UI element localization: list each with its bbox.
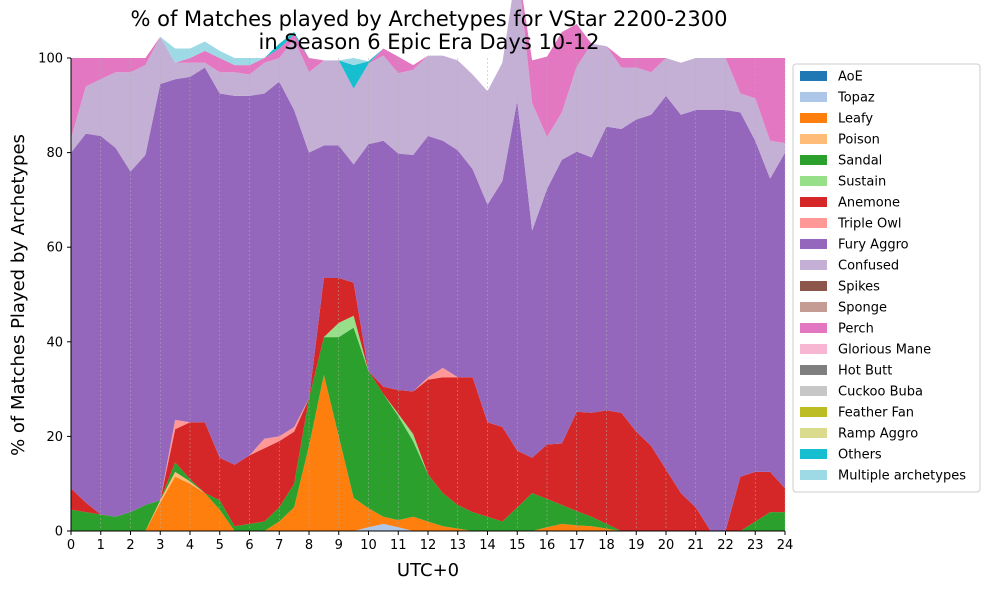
x-tick-label: 19 [628,538,645,553]
legend-label-others: Others [838,448,882,463]
legend-swatch-anemone [800,197,827,207]
x-tick-label: 7 [275,538,283,553]
y-axis-label: % of Matches Played by Archetypes [8,134,29,456]
x-tick-label: 10 [360,538,377,553]
x-tick-label: 9 [335,538,343,553]
legend-swatch-sandal [800,155,827,165]
chart-legend: AoE Topaz Leafy Poison Sandal Sustain Anemone T… [792,63,981,493]
legend-label-anemone: Anemone [838,196,900,211]
legend-label-aoe: AoE [838,70,863,85]
x-tick-label: 22 [717,538,734,553]
x-tick-label: 2 [126,538,134,553]
legend-swatch-topaz [800,92,827,102]
legend-label-poison: Poison [838,133,880,148]
x-tick-label: 4 [186,538,194,553]
x-tick-label: 1 [97,538,105,553]
x-tick-label: 23 [747,538,764,553]
legend-box [792,63,981,493]
legend-label-topaz: Topaz [837,91,875,106]
x-tick-label: 17 [568,538,585,553]
x-tick-label: 5 [216,538,224,553]
legend-label-cuckoo-buba: Cuckoo Buba [838,385,923,400]
y-tick-label: 60 [46,241,63,256]
x-tick-label: 11 [390,538,407,553]
x-tick-label: 16 [539,538,556,553]
legend-label-perch: Perch [838,322,874,337]
legend-label-sponge: Sponge [838,301,887,316]
y-tick-label: 20 [46,430,63,445]
legend-label-feather-fan: Feather Fan [838,406,914,421]
legend-label-sustain: Sustain [838,175,886,190]
y-tick-label: 80 [46,146,63,161]
y-tick-label: 0 [55,525,63,540]
x-tick-label: 24 [777,538,794,553]
legend-label-ramp-aggro: Ramp Aggro [838,427,918,442]
x-tick-label: 18 [598,538,615,553]
legend-swatch-leafy [800,113,827,123]
legend-swatch-triple-owl [800,218,827,228]
legend-swatch-multiple-archetypes [800,470,827,480]
legend-swatch-hot-butt [800,365,827,375]
legend-swatch-glorious-mane [800,344,827,354]
legend-swatch-spikes [800,281,827,291]
x-tick-label: 0 [67,538,75,553]
x-tick-label: 13 [449,538,466,553]
x-tick-label: 21 [687,538,704,553]
legend-swatch-sustain [800,176,827,186]
x-tick-label: 12 [420,538,437,553]
y-axis-ticks: 0 20 40 60 80 100 [38,52,71,540]
x-axis-ticks: 0 1 2 3 4 5 6 7 8 9 10 11 12 13 14 15 16 17 18 19 20 21 22 23 24 [67,531,793,553]
legend-swatch-poison [800,134,827,144]
x-tick-label: 8 [305,538,313,553]
legend-label-confused: Confused [838,259,899,274]
legend-label-glorious-mane: Glorious Mane [838,343,931,358]
x-tick-label: 14 [479,538,496,553]
legend-swatch-others [800,449,827,459]
vertical-gridlines [70,58,786,531]
x-tick-label: 20 [658,538,675,553]
legend-label-spikes: Spikes [838,280,880,295]
legend-swatch-sponge [800,302,827,312]
legend-label-sandal: Sandal [838,154,882,169]
x-tick-label: 3 [156,538,164,553]
legend-label-leafy: Leafy [838,112,873,127]
legend-swatch-cuckoo-buba [800,386,827,396]
legend-label-multiple-archetypes: Multiple archetypes [838,469,966,484]
legend-swatch-aoe [800,71,827,81]
legend-label-triple-owl: Triple Owl [837,217,901,232]
legend-label-hot-butt: Hot Butt [838,364,892,379]
y-tick-label: 40 [46,335,63,350]
x-tick-label: 6 [245,538,253,553]
legend-label-fury-aggro: Fury Aggro [838,238,909,253]
legend-swatch-perch [800,323,827,333]
x-tick-label: 15 [509,538,526,553]
legend-swatch-ramp-aggro [800,428,827,438]
legend-swatch-feather-fan [800,407,827,417]
chart-title-line-2: in Season 6 Epic Era Days 10-12 [259,30,600,54]
legend-swatch-fury-aggro [800,239,827,249]
x-axis-label: UTC+0 [397,560,459,581]
legend-swatch-confused [800,260,827,270]
y-tick-label: 100 [38,52,63,67]
chart-title-line-1: % of Matches played by Archetypes for VS… [131,7,728,31]
